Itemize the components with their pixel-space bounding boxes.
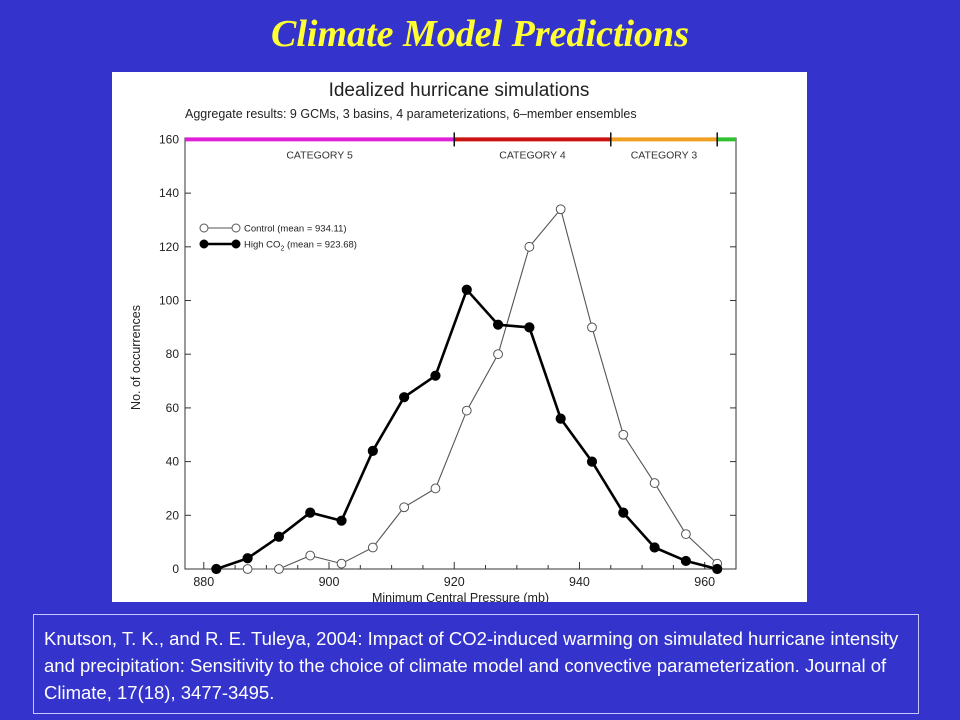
legend-label: High CO2 (mean = 923.68) [244, 240, 357, 253]
y-tick-label: 140 [159, 186, 179, 200]
data-point [712, 563, 723, 575]
legend-marker [231, 223, 241, 233]
x-tick-label: 940 [569, 575, 590, 589]
data-point [399, 392, 410, 403]
chart-title: Idealized hurricane simulations [329, 80, 590, 101]
y-tick-label: 20 [166, 508, 180, 522]
chart-figure: Idealized hurricane simulations Aggregate… [112, 72, 807, 602]
y-axis-label: No. of occurrences [129, 305, 143, 410]
data-point [336, 558, 347, 569]
data-point [555, 413, 566, 424]
citation-box: Knutson, T. K., and R. E. Tuleya, 2004: … [33, 614, 919, 714]
data-point [587, 322, 597, 333]
slide-title: Climate Model Predictions [271, 13, 689, 55]
data-point [430, 483, 441, 494]
data-point [274, 564, 284, 574]
y-tick-label: 120 [159, 240, 179, 254]
data-point [305, 550, 316, 561]
x-tick-label: 880 [193, 575, 214, 589]
x-tick-label: 960 [694, 575, 715, 589]
data-point [649, 478, 660, 488]
series-control [242, 204, 723, 574]
hurricane-chart: Idealized hurricane simulations Aggregate… [129, 80, 737, 602]
data-point [524, 241, 535, 252]
x-tick-label: 920 [444, 575, 465, 589]
y-tick-label: 100 [159, 294, 179, 308]
chart-subtitle: Aggregate results: 9 GCMs, 3 basins, 4 p… [185, 107, 637, 121]
legend: Control (mean = 934.11) High CO2 (mean = … [199, 223, 357, 253]
data-point [649, 542, 660, 553]
data-point [524, 322, 535, 333]
plot-frame [184, 137, 737, 570]
legend-label: Control (mean = 934.11) [244, 224, 347, 235]
data-point [555, 204, 566, 215]
series-line [215, 287, 718, 571]
y-tick-label: 80 [166, 347, 180, 361]
data-point [242, 553, 253, 564]
x-tick-label: 900 [319, 575, 340, 589]
data-point [586, 456, 598, 467]
category-label: CATEGORY 3 [631, 149, 698, 161]
y-tick-label: 0 [172, 562, 179, 576]
data-point [430, 370, 441, 381]
data-point [461, 284, 472, 295]
data-point [367, 445, 378, 456]
data-point [618, 507, 629, 518]
data-point [211, 563, 222, 575]
y-tick-label: 60 [166, 401, 180, 415]
series-line [247, 208, 718, 570]
data-point [493, 349, 503, 360]
data-point [681, 529, 691, 539]
data-point [492, 319, 504, 330]
series-high-co2 [211, 284, 723, 575]
data-point [461, 405, 472, 416]
legend-marker [199, 239, 209, 249]
category-label: CATEGORY 4 [499, 149, 566, 161]
y-tick-label: 40 [166, 455, 180, 469]
data-point [618, 429, 629, 440]
legend-marker [199, 223, 209, 233]
data-point [680, 555, 692, 567]
legend-marker [231, 239, 241, 249]
data-point [336, 515, 347, 526]
data-point [242, 564, 253, 574]
x-axis-label: Minimum Central Pressure (mb) [372, 591, 549, 602]
data-point [367, 542, 378, 553]
data-point [305, 507, 316, 518]
y-tick-label: 160 [159, 132, 179, 146]
category-label: CATEGORY 5 [286, 149, 353, 161]
data-point [273, 531, 285, 542]
data-point [399, 502, 410, 513]
